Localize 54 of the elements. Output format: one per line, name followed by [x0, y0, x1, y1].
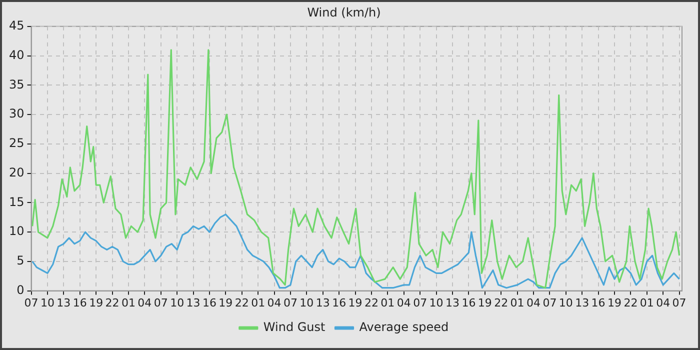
x-tick-label: 04	[138, 296, 152, 310]
x-tick-label: 04	[526, 296, 540, 310]
y-tick-label: 0	[16, 282, 24, 297]
x-tick-label: 13	[56, 296, 71, 310]
y-tick-label: 10	[8, 224, 24, 238]
y-tick-label: 40	[8, 48, 24, 62]
x-tick-label: 16	[591, 296, 606, 310]
x-tick-label: 10	[429, 296, 444, 310]
x-tick-label: 07	[672, 296, 686, 310]
legend-label: Wind Gust	[263, 320, 326, 334]
x-tick-label: 13	[186, 296, 200, 310]
x-tick-label: 07	[283, 296, 298, 310]
legend-label: Average speed	[359, 320, 449, 334]
x-tick-label: 01	[121, 296, 136, 310]
x-tick-label: 10	[558, 296, 573, 310]
x-tick-label: 22	[105, 296, 120, 310]
x-tick-label: 22	[364, 296, 378, 310]
x-tick-label: 13	[316, 296, 330, 310]
x-tick-label: 13	[575, 296, 590, 310]
y-tick-label: 35	[8, 77, 24, 92]
y-tick-label: 45	[8, 18, 24, 33]
x-tick-label: 07	[542, 296, 557, 310]
x-tick-label: 01	[640, 296, 654, 310]
y-tick-label: 15	[8, 194, 24, 209]
y-tick-label: 20	[8, 165, 24, 180]
x-tick-label: 19	[607, 296, 622, 310]
x-tick-label: 07	[413, 296, 428, 310]
x-tick-label: 01	[510, 296, 524, 310]
x-tick-label: 22	[624, 296, 638, 310]
x-tick-label: 16	[202, 296, 216, 310]
x-tick-label: 22	[234, 296, 249, 310]
y-tick-label: 25	[8, 136, 24, 150]
x-tick-label: 19	[478, 296, 492, 310]
x-tick-label: 04	[396, 296, 411, 310]
x-tick-label: 22	[494, 296, 508, 310]
x-tick-label: 19	[348, 296, 362, 310]
x-tick-label: 01	[251, 296, 266, 310]
x-tick-label: 07	[154, 296, 168, 310]
x-tick-label: 16	[332, 296, 346, 310]
x-tick-label: 10	[170, 296, 184, 310]
x-tick-label: 01	[380, 296, 395, 310]
x-tick-label: 16	[72, 296, 87, 310]
chart-title: Wind (km/h)	[307, 5, 381, 20]
x-tick-label: 19	[218, 296, 233, 310]
x-tick-label: 16	[462, 296, 476, 310]
x-tick-label: 19	[89, 296, 104, 310]
x-tick-label: 13	[445, 296, 460, 310]
x-tick-label: 04	[656, 296, 670, 310]
y-tick-label: 5	[16, 254, 24, 268]
x-tick-label: 07	[24, 296, 38, 310]
y-tick-label: 30	[8, 106, 24, 121]
x-tick-label: 10	[40, 296, 54, 310]
x-tick-label: 04	[267, 296, 282, 310]
x-tick-label: 10	[300, 296, 314, 310]
